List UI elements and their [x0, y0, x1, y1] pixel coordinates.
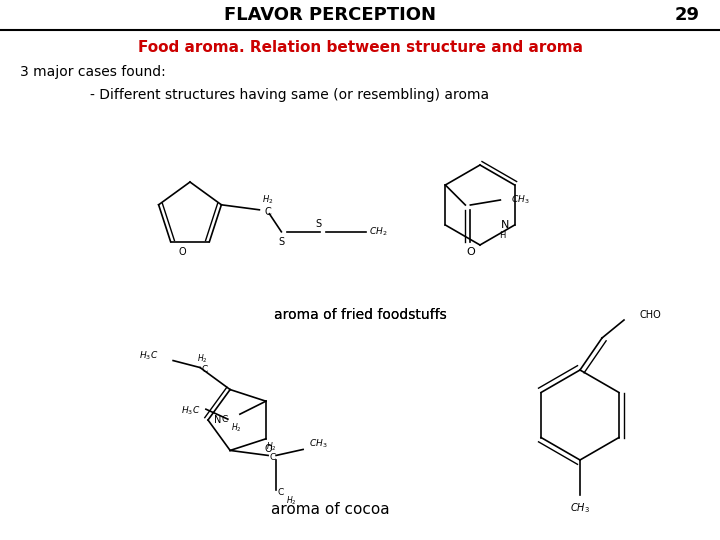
Text: $H_3C$: $H_3C$ — [139, 349, 158, 362]
Text: C: C — [202, 365, 208, 374]
Text: O: O — [264, 444, 271, 454]
Text: 3 major cases found:: 3 major cases found: — [20, 65, 166, 79]
Text: N: N — [500, 220, 509, 230]
Text: $CH_2$: $CH_2$ — [369, 226, 387, 238]
Text: $CH_3$: $CH_3$ — [511, 194, 530, 206]
Text: - Different structures having same (or resembling) aroma: - Different structures having same (or r… — [90, 88, 489, 102]
Text: aroma of fried foodstuffs: aroma of fried foodstuffs — [274, 308, 446, 322]
Text: $H_2$: $H_2$ — [230, 422, 241, 435]
Text: $H_2$: $H_2$ — [197, 352, 207, 365]
Text: $H_2$: $H_2$ — [261, 193, 273, 206]
Text: $CH_3$: $CH_3$ — [309, 437, 328, 450]
Text: Food aroma. Relation between structure and aroma: Food aroma. Relation between structure a… — [138, 39, 582, 55]
Text: N: N — [215, 415, 222, 425]
Text: C: C — [222, 415, 228, 424]
Text: $CH_3$: $CH_3$ — [570, 501, 590, 515]
Text: $H_2$: $H_2$ — [266, 440, 276, 453]
Text: FLAVOR PERCEPTION: FLAVOR PERCEPTION — [224, 6, 436, 24]
Text: O: O — [178, 247, 186, 256]
Text: O: O — [466, 247, 474, 257]
Text: $H_3C$: $H_3C$ — [181, 405, 200, 417]
Text: S: S — [315, 219, 321, 229]
Text: 29: 29 — [675, 6, 700, 24]
Text: aroma of fried foodstuffs: aroma of fried foodstuffs — [274, 308, 446, 322]
Text: CHO: CHO — [639, 310, 661, 320]
Text: $H_2$: $H_2$ — [286, 494, 297, 507]
Text: aroma of cocoa: aroma of cocoa — [271, 503, 390, 517]
Text: C: C — [270, 453, 276, 462]
Text: H: H — [500, 231, 506, 240]
Text: C: C — [278, 488, 284, 497]
Text: C: C — [264, 207, 271, 217]
Text: S: S — [279, 237, 284, 247]
